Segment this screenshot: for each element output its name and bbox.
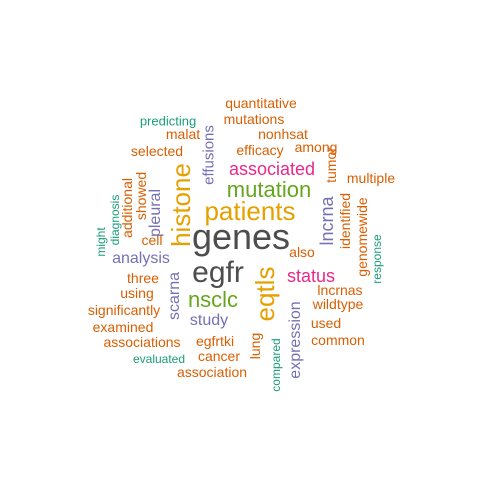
word-selected: selected (130, 143, 184, 159)
word-patients: patients (204, 196, 296, 226)
word-used: used (310, 315, 342, 331)
word-also: also (289, 244, 315, 260)
word-among: among (294, 139, 338, 155)
word-genes: genes (191, 216, 291, 257)
word-associations: associations (103, 334, 181, 350)
word-nsclc: nsclc (187, 287, 239, 312)
word-egfrtki: egfrtki (195, 333, 235, 349)
word-significantly: significantly (87, 302, 161, 318)
word-pleural: pleural (147, 188, 164, 238)
word-compared: compared (269, 338, 283, 392)
word-tumor: tumor (323, 147, 339, 183)
word-cancer: cancer (197, 348, 241, 364)
word-associated: associated (228, 159, 316, 179)
word-efficacy: efficacy (236, 142, 284, 158)
word-scarna: scarna (166, 271, 183, 321)
word-identified: identified (337, 192, 353, 250)
word-study: study (189, 312, 229, 329)
word-expression: expression (287, 301, 304, 379)
word-genomewide: genomewide (354, 197, 370, 277)
word-eqtls: eqtls (250, 266, 280, 322)
word-egfr: egfr (192, 256, 244, 289)
word-analysis: analysis (112, 250, 170, 267)
word-multiple: multiple (346, 170, 396, 186)
word-examined: examined (92, 319, 154, 335)
word-using: using (120, 285, 154, 301)
word-malat: malat (165, 126, 201, 142)
word-mutations: mutations (223, 111, 285, 127)
word-showed: showed (133, 171, 149, 221)
word-lung: lung (247, 332, 263, 360)
word-histone: histone (166, 163, 196, 247)
word-response: response (370, 234, 384, 284)
word-status: status (286, 266, 336, 286)
word-effusions: effusions (200, 125, 218, 185)
word-lncrnas: lncrnas (317, 282, 363, 298)
word-lncrna: lncrna (317, 196, 337, 246)
word-predicting: predicting (139, 113, 197, 129)
word-cell: cell (141, 232, 163, 248)
word-wildtype: wildtype (312, 296, 364, 312)
word-evaluated: evaluated (132, 352, 186, 366)
word-might: might (94, 227, 108, 257)
word-common: common (311, 332, 365, 348)
word-quantitative: quantitative (225, 95, 297, 111)
word-diagnosis: diagnosis (108, 194, 122, 246)
word-association: association (176, 364, 248, 380)
word-additional: additional (119, 178, 135, 238)
word-three: three (127, 270, 159, 286)
word-nonhsat: nonhsat (258, 126, 308, 142)
word-mutation: mutation (226, 177, 312, 202)
